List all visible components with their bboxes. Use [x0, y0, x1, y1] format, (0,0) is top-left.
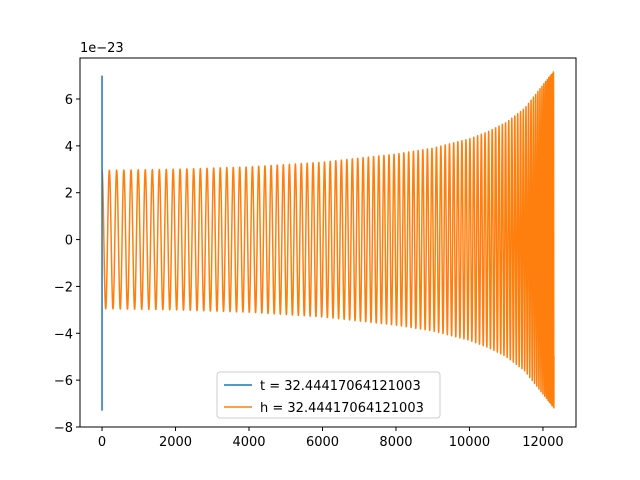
y-tick-label: 0: [65, 234, 73, 249]
x-tick-label: 10000: [449, 435, 490, 450]
y-tick-label: 6: [65, 93, 73, 108]
legend-label-h: h = 32.44417064121003: [260, 401, 424, 416]
y-tick-label: −2: [54, 280, 73, 295]
y-offset-text: 1e−23: [80, 41, 124, 56]
y-tick-label: −8: [54, 421, 73, 436]
series-h-line: [101, 71, 555, 409]
x-tick-label: 2000: [159, 435, 192, 450]
legend-label-t: t = 32.44417064121003: [260, 379, 421, 394]
x-tick-label: 4000: [232, 435, 265, 450]
y-tick-label: −4: [54, 327, 73, 342]
plot-area-frame: [79, 57, 577, 428]
series-layer: [101, 71, 555, 411]
y-tick-label: 4: [65, 140, 73, 155]
x-tick-label: 6000: [306, 435, 339, 450]
y-axis: −8 −6 −4 −2 0 2 4 6: [54, 93, 80, 436]
x-axis: 0 2000 4000 6000 8000 10000 12000: [98, 427, 564, 450]
x-tick-label: 0: [98, 435, 106, 450]
legend-frame: [216, 371, 441, 419]
y-tick-label: −6: [54, 374, 73, 389]
x-tick-label: 8000: [379, 435, 412, 450]
y-tick-label: 2: [65, 187, 73, 202]
legend: t = 32.44417064121003 h = 32.44417064121…: [216, 371, 441, 419]
x-tick-label: 12000: [522, 435, 563, 450]
